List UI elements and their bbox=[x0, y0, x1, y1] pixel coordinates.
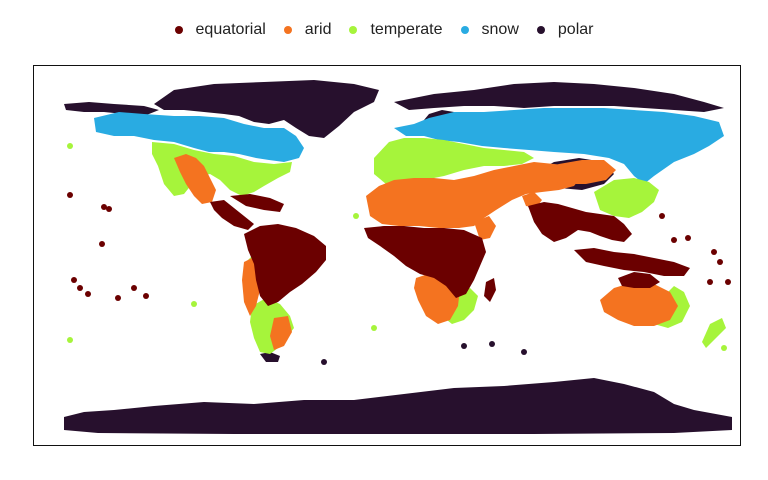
island-point bbox=[77, 285, 83, 291]
island-point bbox=[707, 279, 713, 285]
central-asia-arid bbox=[539, 160, 616, 184]
island-point bbox=[371, 325, 377, 331]
new-zealand-temperate bbox=[702, 318, 726, 348]
island-point bbox=[115, 295, 121, 301]
amazon-equatorial bbox=[244, 224, 326, 306]
sahara-arabia-arid bbox=[366, 162, 582, 228]
central-america-equatorial bbox=[210, 200, 254, 230]
island-point bbox=[717, 259, 723, 265]
island-point bbox=[659, 213, 665, 219]
arid-zones bbox=[174, 154, 678, 350]
andes-polar-south bbox=[260, 352, 280, 362]
legend-swatch-polar bbox=[536, 26, 545, 34]
greenland-arctic-region bbox=[154, 80, 379, 138]
patagonia-arid bbox=[270, 316, 292, 350]
eurasia-polar-coast bbox=[394, 82, 724, 112]
island-point bbox=[721, 345, 727, 351]
island-point bbox=[685, 235, 691, 241]
island-point bbox=[101, 204, 107, 210]
island-point bbox=[99, 241, 105, 247]
legend-label-arid: arid bbox=[304, 21, 332, 38]
legend-label-polar: polar bbox=[557, 21, 594, 38]
island-point bbox=[85, 291, 91, 297]
legend-item-arid: arid bbox=[283, 21, 332, 39]
legend-label-equatorial: equatorial bbox=[195, 21, 266, 38]
australia-arid bbox=[600, 282, 678, 326]
south-asia-equatorial bbox=[528, 202, 632, 242]
island-point bbox=[521, 349, 527, 355]
island-point bbox=[489, 341, 495, 347]
east-asia-temperate bbox=[594, 178, 659, 218]
island-point bbox=[131, 285, 137, 291]
central-africa-equatorial bbox=[364, 226, 486, 298]
legend-item-polar: polar bbox=[536, 21, 594, 39]
legend-swatch-arid bbox=[283, 26, 292, 34]
island-point bbox=[321, 359, 327, 365]
island-point bbox=[461, 343, 467, 349]
island-point bbox=[67, 337, 73, 343]
island-point bbox=[67, 143, 73, 149]
island-points bbox=[67, 143, 731, 365]
madagascar-equatorial bbox=[484, 278, 496, 302]
north-america-arid bbox=[174, 154, 216, 204]
legend-label-temperate: temperate bbox=[370, 21, 443, 38]
equatorial-zones bbox=[210, 194, 690, 306]
antarctica-region bbox=[64, 378, 732, 434]
legend-label-snow: snow bbox=[481, 21, 519, 38]
legend-swatch-snow bbox=[460, 26, 469, 34]
island-point bbox=[353, 213, 359, 219]
north-america-snow bbox=[94, 112, 304, 162]
island-point bbox=[711, 249, 717, 255]
map-panel bbox=[33, 65, 741, 446]
island-point bbox=[143, 293, 149, 299]
caribbean-equatorial bbox=[230, 194, 284, 212]
island-point bbox=[71, 277, 77, 283]
polar-zones bbox=[64, 80, 732, 434]
island-point bbox=[671, 237, 677, 243]
snow-zones bbox=[94, 108, 724, 184]
europe-temperate bbox=[374, 138, 534, 184]
climate-zone-map bbox=[64, 80, 732, 434]
legend-swatch-equatorial bbox=[174, 26, 183, 34]
maritime-asia-equatorial bbox=[574, 248, 690, 276]
legend-swatch-temperate bbox=[349, 26, 358, 34]
island-point bbox=[106, 206, 112, 212]
north-america-polar-coast bbox=[64, 102, 159, 116]
horn-of-africa-arid bbox=[474, 216, 496, 240]
island-point bbox=[191, 301, 197, 307]
legend-item-temperate: temperate bbox=[349, 21, 443, 39]
north-australia-equatorial bbox=[618, 272, 660, 288]
legend-item-equatorial: equatorial bbox=[174, 21, 266, 39]
legend: equatorial arid temperate snow polar bbox=[0, 18, 768, 42]
island-point bbox=[725, 279, 731, 285]
legend-item-snow: snow bbox=[460, 21, 519, 39]
eurasia-snow bbox=[394, 108, 724, 184]
island-point bbox=[67, 192, 73, 198]
